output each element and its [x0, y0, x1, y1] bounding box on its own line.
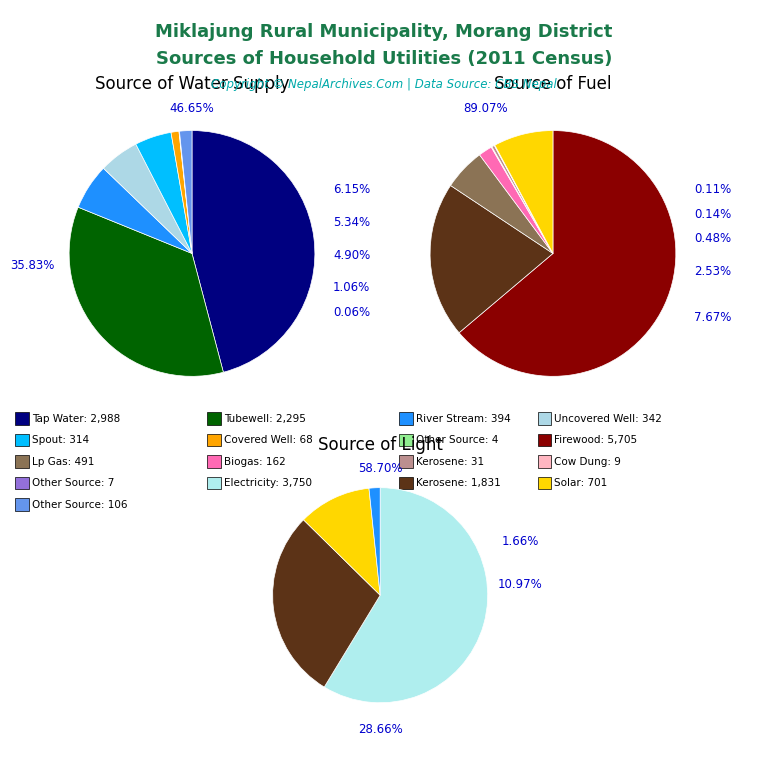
Wedge shape: [192, 131, 315, 372]
Text: 2.53%: 2.53%: [694, 266, 731, 278]
FancyBboxPatch shape: [207, 455, 221, 468]
FancyBboxPatch shape: [538, 434, 551, 446]
Text: Biogas: 162: Biogas: 162: [224, 456, 286, 467]
Text: Covered Well: 68: Covered Well: 68: [224, 435, 313, 445]
Text: Other Source: 4: Other Source: 4: [416, 435, 498, 445]
FancyBboxPatch shape: [399, 434, 413, 446]
Wedge shape: [303, 488, 380, 595]
Text: 7.67%: 7.67%: [694, 311, 731, 324]
Text: Sources of Household Utilities (2011 Census): Sources of Household Utilities (2011 Cen…: [156, 50, 612, 68]
Text: Cow Dung: 9: Cow Dung: 9: [554, 456, 621, 467]
Wedge shape: [430, 186, 553, 333]
FancyBboxPatch shape: [207, 412, 221, 425]
Text: Solar: 701: Solar: 701: [554, 478, 607, 488]
FancyBboxPatch shape: [15, 434, 29, 446]
Title: Source of Fuel: Source of Fuel: [495, 74, 611, 93]
Wedge shape: [492, 147, 553, 253]
Text: 1.06%: 1.06%: [333, 281, 370, 294]
FancyBboxPatch shape: [538, 412, 551, 425]
FancyBboxPatch shape: [15, 412, 29, 425]
Wedge shape: [180, 131, 192, 253]
FancyBboxPatch shape: [399, 455, 413, 468]
Text: River Stream: 394: River Stream: 394: [416, 413, 511, 424]
Text: 4.90%: 4.90%: [333, 250, 370, 263]
Wedge shape: [324, 488, 488, 703]
Text: Miklajung Rural Municipality, Morang District: Miklajung Rural Municipality, Morang Dis…: [155, 23, 613, 41]
Text: Tubewell: 2,295: Tubewell: 2,295: [224, 413, 306, 424]
Wedge shape: [459, 131, 676, 376]
Text: 6.15%: 6.15%: [333, 183, 370, 196]
Wedge shape: [369, 488, 380, 595]
Wedge shape: [492, 145, 553, 253]
FancyBboxPatch shape: [207, 434, 221, 446]
FancyBboxPatch shape: [399, 412, 413, 425]
Text: 0.06%: 0.06%: [333, 306, 370, 319]
Text: 46.65%: 46.65%: [170, 102, 214, 115]
Text: Uncovered Well: 342: Uncovered Well: 342: [554, 413, 662, 424]
Text: Lp Gas: 491: Lp Gas: 491: [32, 456, 94, 467]
Text: 0.14%: 0.14%: [694, 207, 731, 220]
Text: Tap Water: 2,988: Tap Water: 2,988: [32, 413, 121, 424]
Text: Copyright © NepalArchives.Com | Data Source: CBS Nepal: Copyright © NepalArchives.Com | Data Sou…: [211, 78, 557, 91]
Text: Kerosene: 1,831: Kerosene: 1,831: [416, 478, 501, 488]
Text: 10.97%: 10.97%: [498, 578, 542, 591]
Wedge shape: [273, 520, 380, 687]
Title: Source of Light: Source of Light: [318, 435, 442, 454]
Text: Other Source: 7: Other Source: 7: [32, 478, 114, 488]
Text: Kerosene: 31: Kerosene: 31: [416, 456, 485, 467]
Title: Source of Water Supply: Source of Water Supply: [94, 74, 290, 93]
Wedge shape: [136, 132, 192, 253]
Text: 0.48%: 0.48%: [694, 232, 731, 245]
Text: 1.66%: 1.66%: [502, 535, 538, 548]
Wedge shape: [104, 144, 192, 253]
FancyBboxPatch shape: [15, 498, 29, 511]
FancyBboxPatch shape: [15, 455, 29, 468]
Text: Electricity: 3,750: Electricity: 3,750: [224, 478, 313, 488]
Wedge shape: [495, 145, 553, 253]
Wedge shape: [78, 168, 192, 253]
Wedge shape: [179, 131, 192, 253]
Text: 35.83%: 35.83%: [10, 260, 55, 272]
FancyBboxPatch shape: [207, 477, 221, 489]
FancyBboxPatch shape: [15, 477, 29, 489]
Text: Other Source: 106: Other Source: 106: [32, 499, 127, 510]
Wedge shape: [171, 131, 192, 253]
Text: 0.11%: 0.11%: [694, 183, 731, 196]
Text: Spout: 314: Spout: 314: [32, 435, 89, 445]
Text: Firewood: 5,705: Firewood: 5,705: [554, 435, 637, 445]
Text: 89.07%: 89.07%: [463, 102, 508, 115]
Text: 58.70%: 58.70%: [358, 462, 402, 475]
Wedge shape: [451, 155, 553, 253]
Wedge shape: [479, 147, 553, 253]
Text: 28.66%: 28.66%: [358, 723, 402, 736]
Text: 5.34%: 5.34%: [333, 217, 370, 229]
FancyBboxPatch shape: [538, 455, 551, 468]
Wedge shape: [69, 207, 223, 376]
FancyBboxPatch shape: [399, 477, 413, 489]
FancyBboxPatch shape: [538, 477, 551, 489]
Wedge shape: [495, 131, 553, 253]
